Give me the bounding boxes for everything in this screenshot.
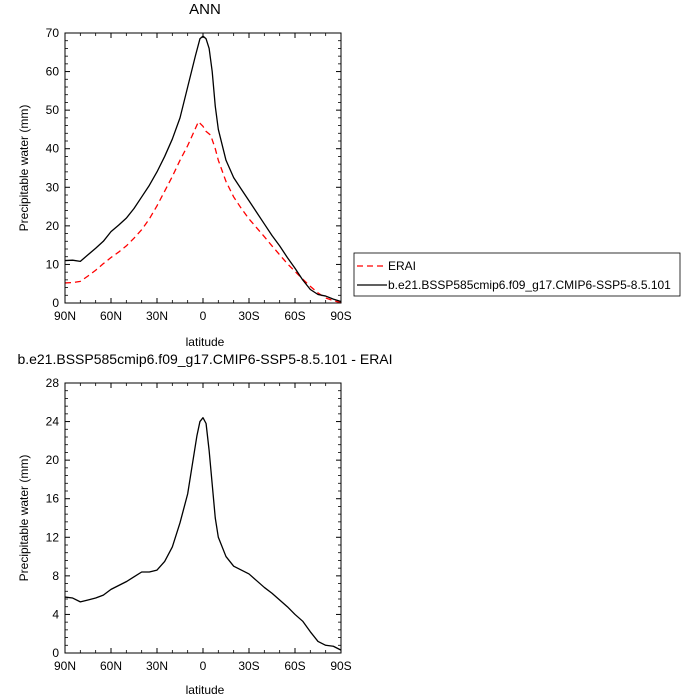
x-tick-label: 60N bbox=[100, 309, 122, 323]
plot-annual-mean: ANN Precipitable water (mm) latitude 0 10… bbox=[17, 1, 352, 349]
legend-box bbox=[353, 252, 681, 297]
legend-label-erai: ERAI bbox=[388, 259, 416, 273]
plot-frame bbox=[64, 32, 342, 304]
y-axis-label: Precipitable water (mm) bbox=[17, 105, 31, 232]
y-tick-label: 24 bbox=[46, 415, 60, 429]
series-lines bbox=[64, 417, 342, 651]
x-tick-label: 90S bbox=[330, 659, 351, 673]
plot-difference: b.e21.BSSP585cmip6.f09_g17.CMIP6-SSP5-8.… bbox=[17, 351, 393, 697]
x-tick-label: 30S bbox=[238, 659, 259, 673]
y-tick-label: 20 bbox=[46, 453, 60, 467]
y-tick-label: 20 bbox=[46, 219, 60, 233]
x-tick-label: 60S bbox=[284, 309, 305, 323]
series-line-0 bbox=[64, 417, 342, 651]
x-axis-label: latitude bbox=[186, 335, 225, 349]
series-lines bbox=[64, 35, 342, 304]
legend: ERAI b.e21.BSSP585cmip6.f09_g17.CMIP6-SS… bbox=[353, 252, 681, 297]
y-tick-label: 28 bbox=[46, 376, 60, 390]
x-tick-label: 0 bbox=[200, 659, 207, 673]
y-tick-label: 0 bbox=[52, 296, 59, 310]
y-tick-label: 30 bbox=[46, 180, 60, 194]
y-tick-label: 40 bbox=[46, 142, 60, 156]
x-tick-label: 60N bbox=[100, 659, 122, 673]
y-tick-label: 12 bbox=[46, 530, 60, 544]
x-tick-label: 30N bbox=[146, 309, 168, 323]
y-tick-label: 8 bbox=[52, 569, 59, 583]
y-ticks: 0 10 20 30 40 50 60 70 bbox=[46, 26, 341, 310]
y-tick-label: 60 bbox=[46, 65, 60, 79]
plot-title: ANN bbox=[189, 1, 221, 18]
x-tick-label: 30S bbox=[238, 309, 259, 323]
plot-frame bbox=[64, 382, 342, 654]
y-tick-label: 16 bbox=[46, 492, 60, 506]
y-axis-label: Precipitable water (mm) bbox=[17, 455, 31, 582]
x-tick-label: 60S bbox=[284, 659, 305, 673]
x-tick-label: 0 bbox=[200, 309, 207, 323]
legend-label-model: b.e21.BSSP585cmip6.f09_g17.CMIP6-SSP5-8.… bbox=[388, 278, 671, 292]
x-tick-label: 90N bbox=[54, 659, 76, 673]
x-tick-label: 30N bbox=[146, 659, 168, 673]
y-tick-label: 0 bbox=[52, 646, 59, 660]
y-ticks: 0 4 8 12 16 20 24 28 bbox=[46, 376, 341, 660]
x-ticks: 90N 60N 30N 0 30S 60S 90S bbox=[54, 33, 352, 323]
y-tick-label: 50 bbox=[46, 103, 60, 117]
x-axis-label: latitude bbox=[186, 683, 225, 697]
series-line-1 bbox=[64, 35, 342, 303]
x-ticks: 90N 60N 30N 0 30S 60S 90S bbox=[54, 383, 352, 673]
y-tick-label: 70 bbox=[46, 26, 60, 40]
series-line-0 bbox=[64, 121, 342, 304]
plot-title: b.e21.BSSP585cmip6.f09_g17.CMIP6-SSP5-8.… bbox=[17, 351, 392, 367]
y-tick-label: 10 bbox=[46, 257, 60, 271]
x-tick-label: 90N bbox=[54, 309, 76, 323]
x-tick-label: 90S bbox=[330, 309, 351, 323]
y-tick-label: 4 bbox=[52, 607, 59, 621]
